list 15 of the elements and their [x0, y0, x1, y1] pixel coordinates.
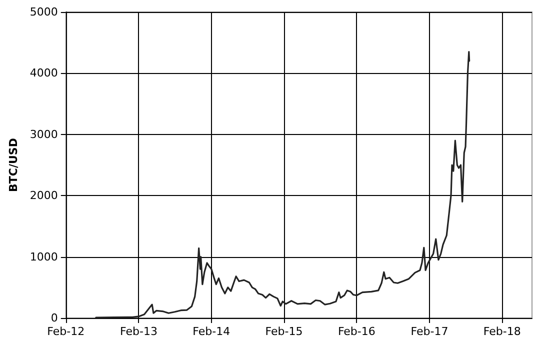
y-tick-label: 5000	[30, 6, 58, 18]
y-axis-title: BTC/USD	[7, 138, 20, 192]
x-tick-label: Feb-16	[338, 325, 376, 338]
y-tick-label: 1000	[30, 250, 58, 264]
y-tick-label: 0	[50, 312, 58, 324]
x-tick-label: Feb-15	[265, 325, 303, 338]
x-tick-label: Feb-14	[192, 325, 230, 338]
x-tick-label: Feb-13	[120, 325, 158, 338]
x-tick-label: Feb-12	[47, 325, 85, 338]
x-tick-label: Feb-18	[483, 325, 521, 338]
y-tick-label: 4000	[30, 66, 58, 80]
y-tick-label: 2000	[30, 189, 58, 202]
y-tick-label: 3000	[30, 128, 58, 141]
line-series	[95, 50, 470, 318]
x-tick-label: Feb-17	[410, 325, 448, 338]
